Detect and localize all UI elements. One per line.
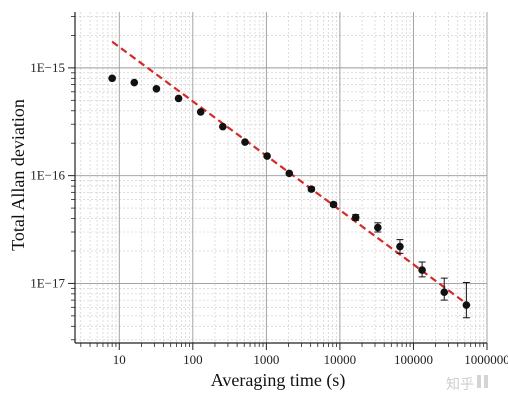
x-tick-label: 1000000 — [464, 352, 508, 367]
data-point — [374, 223, 382, 232]
data-point — [263, 152, 271, 160]
data-points-layer — [108, 74, 471, 319]
x-tick-labels: 10 100 1000 10000 100000 1000000 — [113, 352, 508, 367]
data-point — [418, 266, 426, 274]
watermark-mark-right — [484, 375, 488, 388]
watermark: 知乎 — [446, 375, 488, 393]
y-tick-labels: 1E−15 1E−16 1E−17 — [30, 60, 65, 291]
data-point — [219, 122, 227, 131]
x-axis-title: Averaging time (s) — [211, 370, 346, 391]
y-axis-title: Total Allan deviation — [8, 99, 28, 251]
data-point — [152, 84, 161, 93]
data-point — [396, 242, 404, 251]
x-tick-label: 1000 — [253, 352, 279, 367]
data-point — [285, 169, 294, 178]
minor-grid — [75, 12, 487, 343]
y-tick-label: 1E−16 — [30, 168, 65, 183]
data-point — [108, 74, 116, 83]
data-point — [196, 108, 205, 116]
x-tick-label: 10 — [113, 352, 126, 367]
watermark-text: 知乎 — [446, 376, 474, 393]
y-tick-label: 1E−15 — [30, 60, 65, 75]
data-point — [130, 78, 139, 87]
x-tick-label: 100000 — [394, 352, 433, 367]
data-point — [174, 94, 183, 103]
watermark-mark-left — [477, 375, 481, 388]
major-grid — [75, 12, 488, 343]
x-tick-label: 100 — [183, 352, 203, 367]
y-tick-label: 1E−17 — [30, 275, 65, 290]
data-point — [329, 200, 338, 209]
data-point — [462, 301, 471, 309]
data-point — [241, 138, 249, 146]
x-tick-label: 10000 — [324, 352, 357, 367]
data-point — [440, 288, 449, 296]
data-point — [351, 213, 360, 222]
data-point — [307, 185, 316, 193]
axes — [68, 12, 488, 350]
